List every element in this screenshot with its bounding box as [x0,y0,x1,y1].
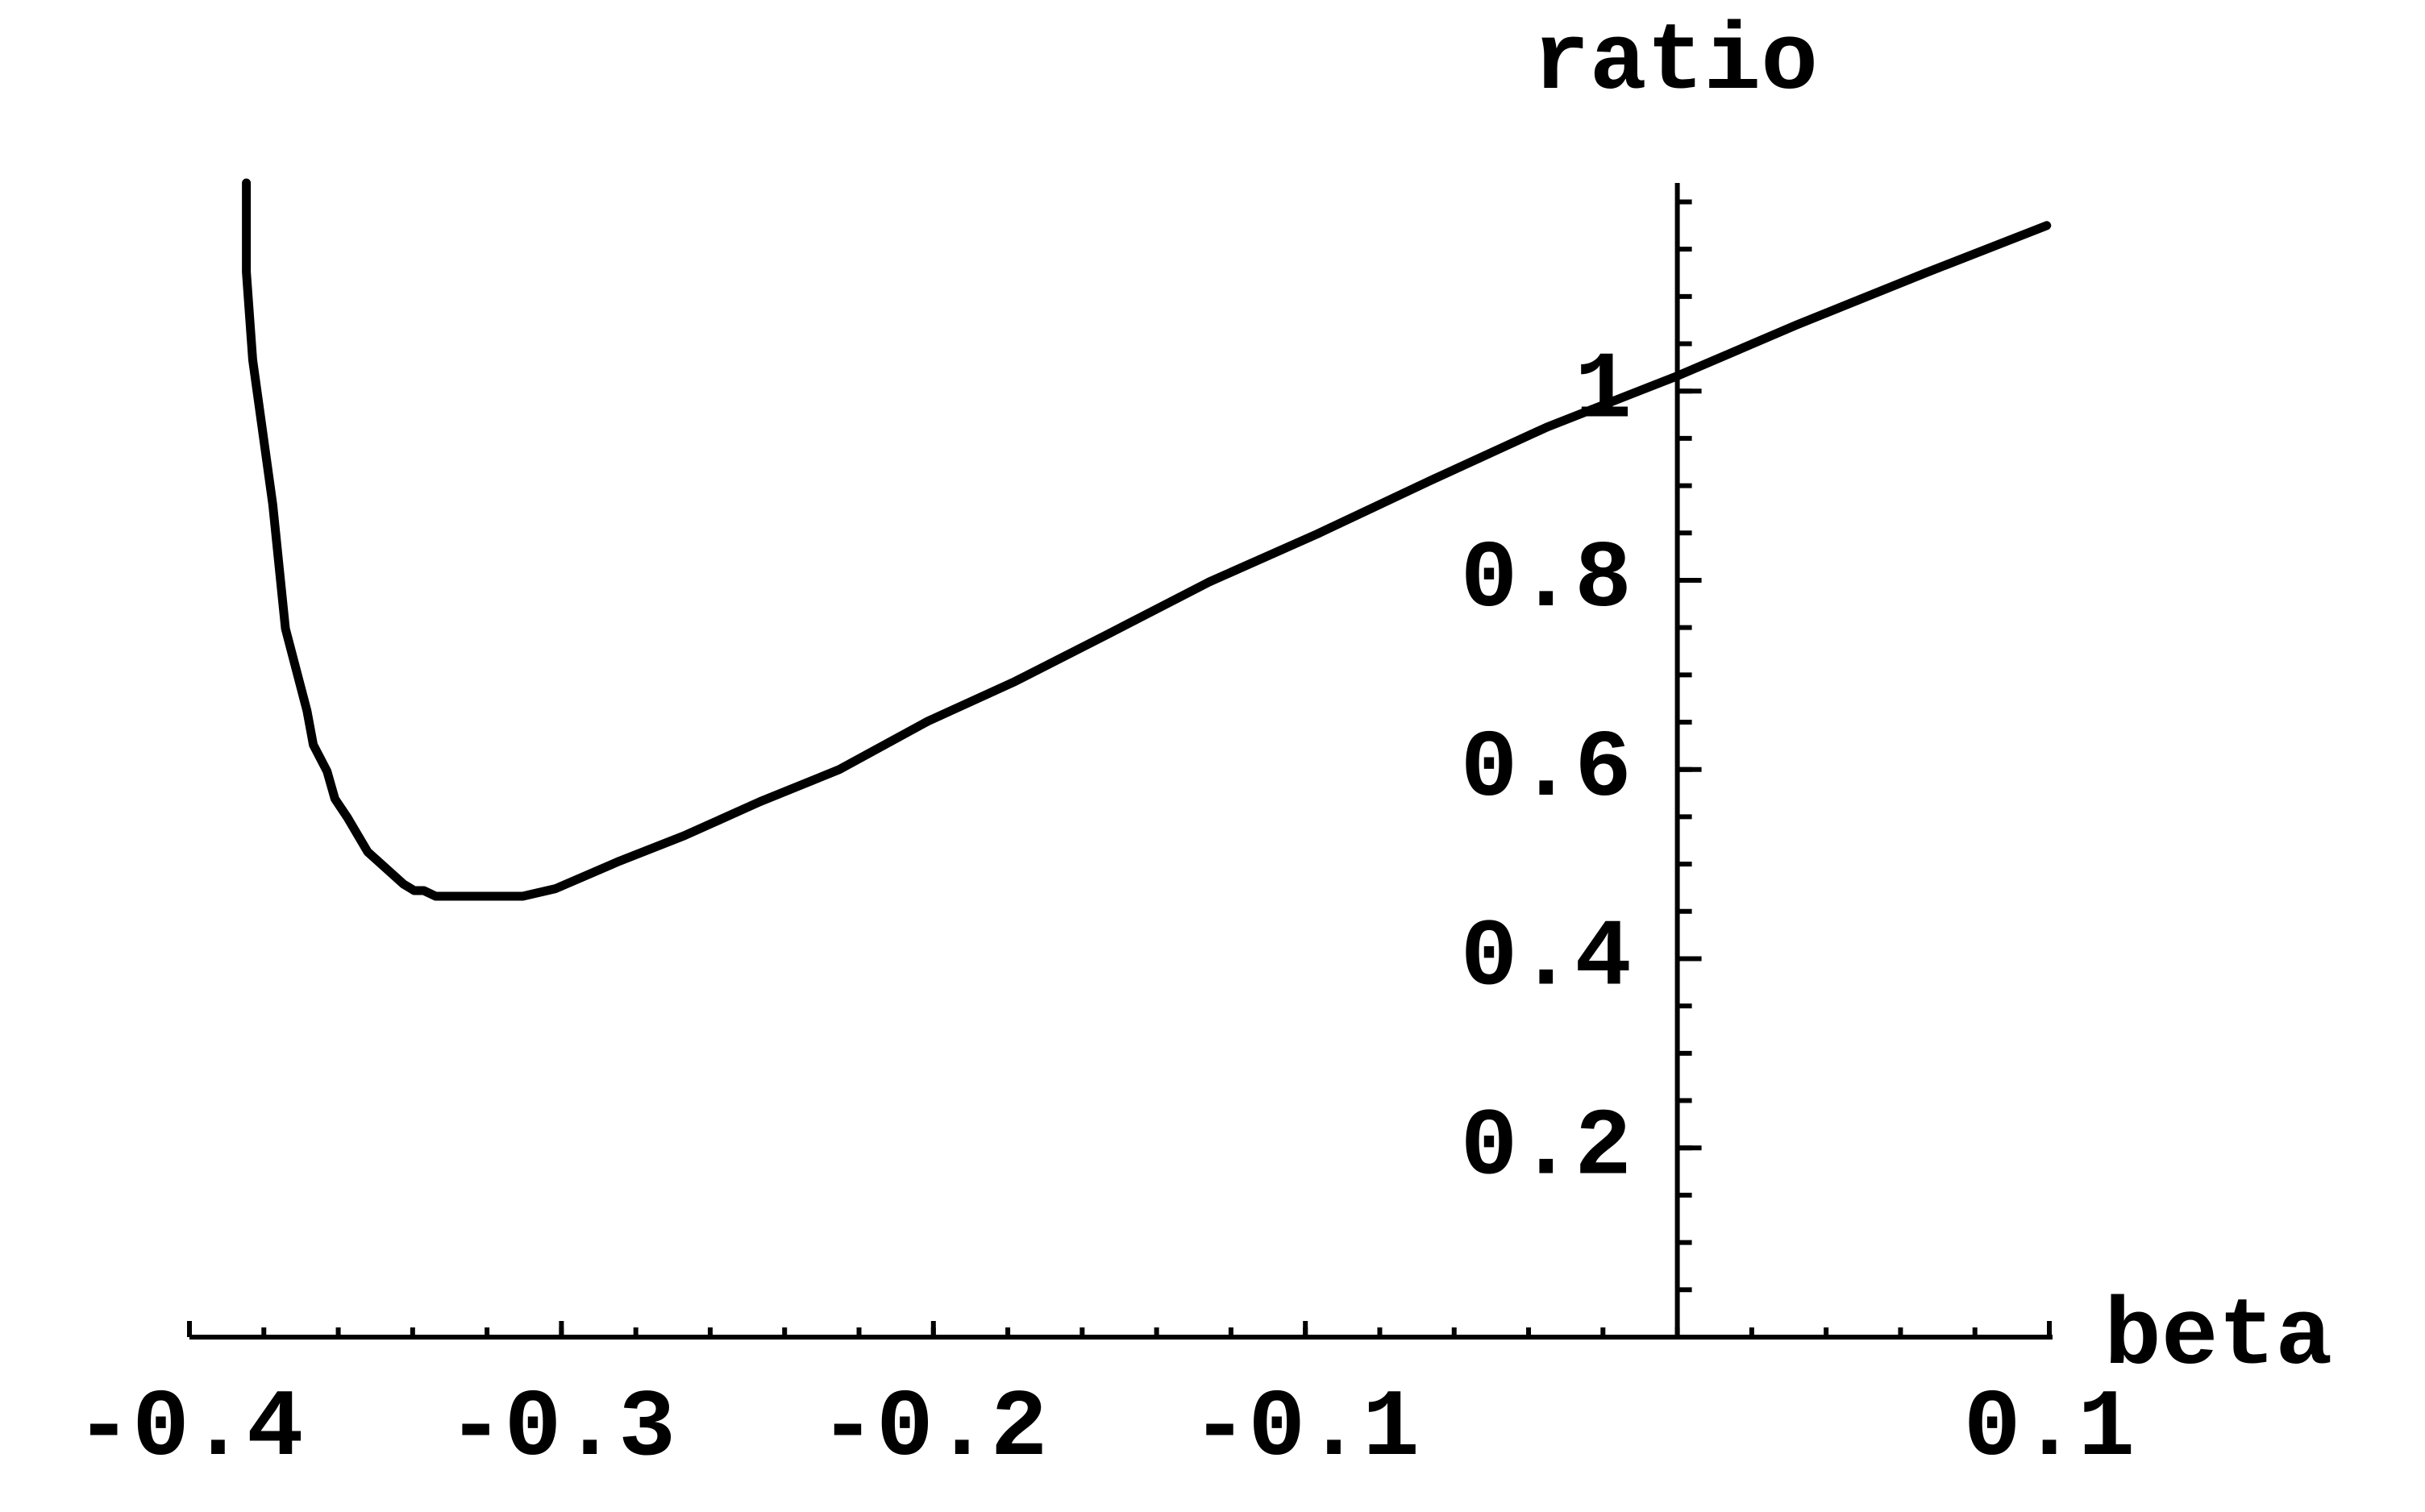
y-tick-label: 0.4 [1461,906,1632,1013]
x-tick-label: -0.4 [75,1376,303,1483]
y-tick-label: 0.8 [1461,527,1632,634]
data-line [242,178,2052,901]
x-tick-label: -0.1 [1192,1376,1420,1483]
x-tick-label: -0.2 [819,1376,1047,1483]
y-axis-label: ratio [1533,10,1818,117]
x-tick-label: -0.3 [447,1376,676,1483]
y-tick-label: 0.2 [1461,1095,1632,1202]
x-tick-label: 0.1 [1964,1376,2135,1483]
x-axis-label: beta [2104,1285,2332,1392]
y-tick-label: 0.6 [1461,717,1632,824]
y-tick-label: 1 [1574,338,1632,445]
